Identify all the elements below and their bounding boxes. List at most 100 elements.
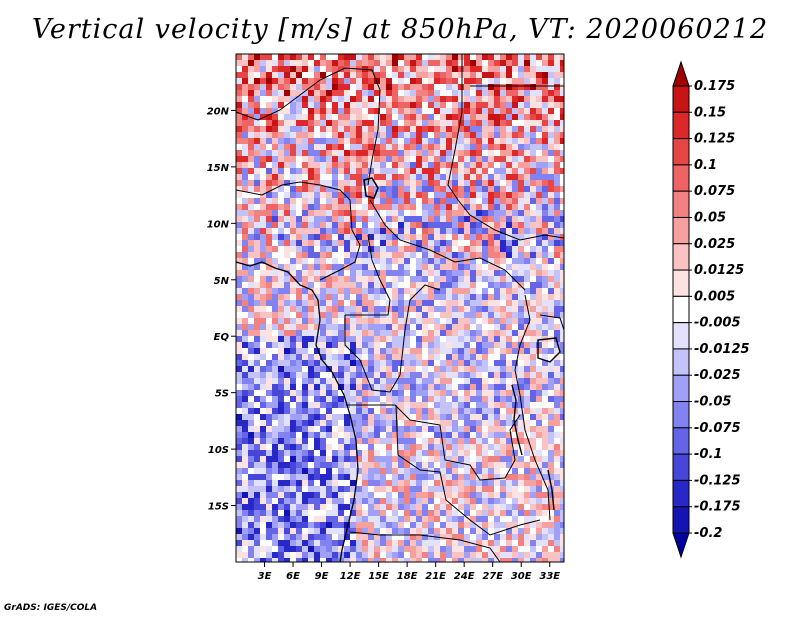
field-cell [332, 132, 338, 138]
field-cell [416, 162, 422, 168]
colorbar-label: -0.125 [694, 473, 741, 488]
field-cell [266, 384, 272, 390]
field-cell [260, 144, 266, 150]
field-cell [398, 114, 404, 120]
field-cell [326, 552, 332, 558]
field-cell [350, 522, 356, 528]
field-cell [458, 354, 464, 360]
field-cell [392, 408, 398, 414]
field-cell [404, 432, 410, 438]
field-cell [314, 402, 320, 408]
field-cell [248, 372, 254, 378]
field-cell [296, 456, 302, 462]
field-cell [248, 378, 254, 384]
field-cell [428, 312, 434, 318]
field-cell [314, 216, 320, 222]
field-cell [452, 246, 458, 252]
field-cell [314, 162, 320, 168]
field-cell [326, 540, 332, 546]
field-cell [506, 354, 512, 360]
field-cell [524, 510, 530, 516]
field-cell [422, 438, 428, 444]
field-cell [422, 138, 428, 144]
field-cell [290, 390, 296, 396]
field-cell [374, 90, 380, 96]
field-cell [500, 390, 506, 396]
field-cell [404, 216, 410, 222]
field-cell [296, 432, 302, 438]
field-cell [326, 474, 332, 480]
field-cell [344, 384, 350, 390]
field-cell [512, 210, 518, 216]
field-cell [236, 438, 242, 444]
field-cell [254, 192, 260, 198]
field-cell [482, 492, 488, 498]
field-cell [386, 228, 392, 234]
field-cell [254, 72, 260, 78]
field-cell [362, 426, 368, 432]
field-cell [548, 132, 554, 138]
field-cell [494, 210, 500, 216]
field-cell [554, 168, 560, 174]
field-cell [266, 204, 272, 210]
field-cell [524, 480, 530, 486]
field-cell [332, 126, 338, 132]
field-cell [536, 396, 542, 402]
field-cell [296, 468, 302, 474]
field-cell [536, 516, 542, 522]
field-cell [278, 348, 284, 354]
field-cell [404, 84, 410, 90]
field-cell [422, 354, 428, 360]
field-cell [416, 378, 422, 384]
field-cell [290, 402, 296, 408]
field-cell [524, 264, 530, 270]
field-cell [530, 342, 536, 348]
field-cell [512, 168, 518, 174]
field-cell [476, 120, 482, 126]
field-cell [374, 162, 380, 168]
field-cell [470, 312, 476, 318]
field-cell [350, 432, 356, 438]
field-cell [416, 558, 422, 562]
field-cell [362, 522, 368, 528]
field-cell [254, 414, 260, 420]
field-cell [248, 294, 254, 300]
field-cell [368, 270, 374, 276]
field-cell [542, 330, 548, 336]
field-cell [290, 228, 296, 234]
field-cell [518, 180, 524, 186]
field-cell [488, 414, 494, 420]
field-cell [356, 96, 362, 102]
field-cell [368, 366, 374, 372]
field-cell [494, 198, 500, 204]
field-cell [530, 474, 536, 480]
field-cell [416, 492, 422, 498]
field-cell [254, 426, 260, 432]
field-cell [308, 114, 314, 120]
field-cell [530, 360, 536, 366]
field-cell [380, 294, 386, 300]
field-cell [326, 528, 332, 534]
field-cell [362, 348, 368, 354]
field-cell [398, 396, 404, 402]
field-cell [530, 156, 536, 162]
field-cell [548, 114, 554, 120]
field-cell [302, 156, 308, 162]
field-cell [410, 108, 416, 114]
field-cell [512, 438, 518, 444]
field-cell [524, 180, 530, 186]
field-cell [434, 558, 440, 562]
field-cell [350, 204, 356, 210]
field-cell [248, 360, 254, 366]
field-cell [350, 186, 356, 192]
field-cell [344, 72, 350, 78]
field-cell [440, 330, 446, 336]
field-cell [476, 234, 482, 240]
field-cell [356, 306, 362, 312]
field-cell [392, 438, 398, 444]
field-cell [362, 246, 368, 252]
field-cell [548, 402, 554, 408]
field-cell [350, 174, 356, 180]
field-cell [344, 450, 350, 456]
field-cell [260, 60, 266, 66]
